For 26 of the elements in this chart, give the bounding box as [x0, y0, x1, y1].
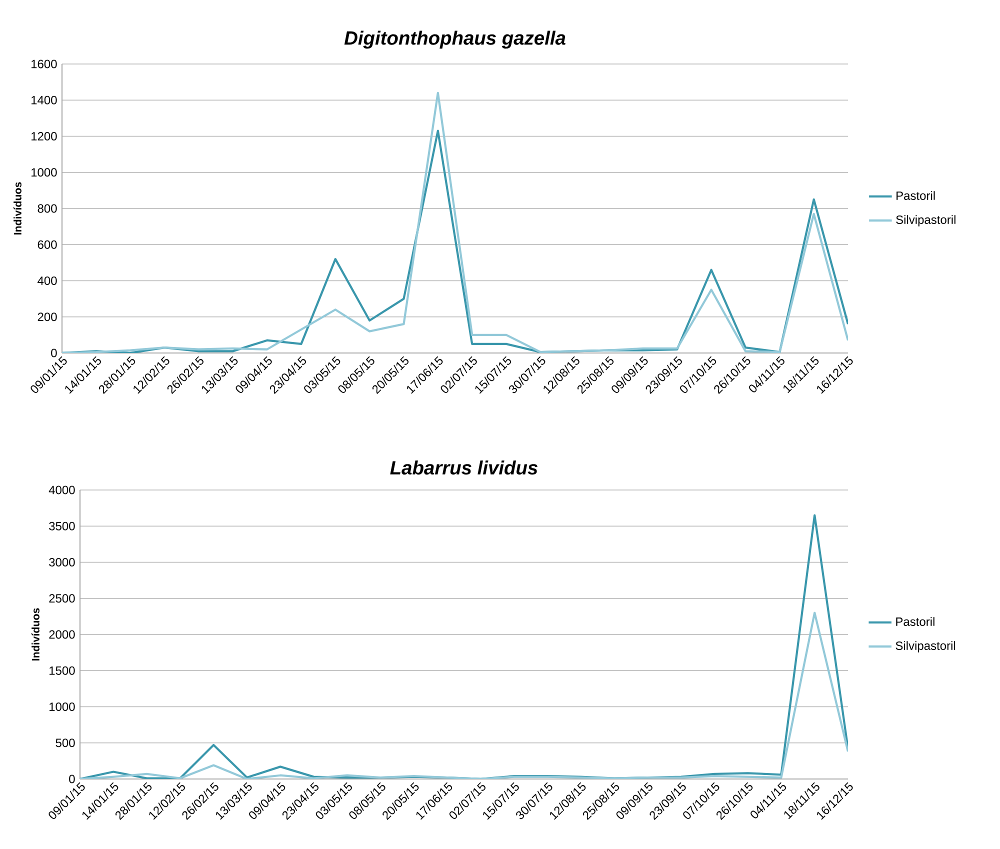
- y-tick-label: 1400: [32, 96, 57, 104]
- y-tick-label: 0: [69, 774, 75, 784]
- y-tick-label: 200: [38, 312, 57, 322]
- y-tick-label: 1000: [50, 702, 75, 711]
- y-tick-label: 1000: [32, 168, 57, 177]
- y-axis-title: Indivíduos: [32, 608, 40, 660]
- legend-label: Silvipastoril: [896, 215, 956, 226]
- y-tick-label: 400: [38, 276, 57, 285]
- y-tick-label: 1200: [32, 132, 57, 140]
- y-tick-label: 800: [38, 204, 57, 213]
- legend-label: Pastoril: [896, 617, 934, 626]
- y-tick-label: 2500: [49, 594, 75, 603]
- y-tick-label: 0: [51, 348, 57, 358]
- y-tick-label: 4000: [48, 486, 75, 494]
- y-tick-label: 3000: [49, 558, 75, 566]
- y-tick-label: 2000: [49, 630, 75, 639]
- y-axis-title: Indivíduos: [14, 182, 22, 234]
- y-tick-label: 600: [38, 240, 57, 249]
- chart-title: Labarrus lividus: [390, 460, 538, 475]
- legend-label: Pastoril: [896, 191, 935, 200]
- y-tick-label: 500: [56, 738, 75, 748]
- legend-label: Silvipastoril: [896, 641, 956, 652]
- chart-title: Digitonthophaus gazella: [344, 30, 566, 49]
- y-tick-label: 1500: [50, 666, 75, 675]
- y-tick-label: 3500: [49, 522, 75, 530]
- y-tick-label: 1600: [32, 60, 57, 68]
